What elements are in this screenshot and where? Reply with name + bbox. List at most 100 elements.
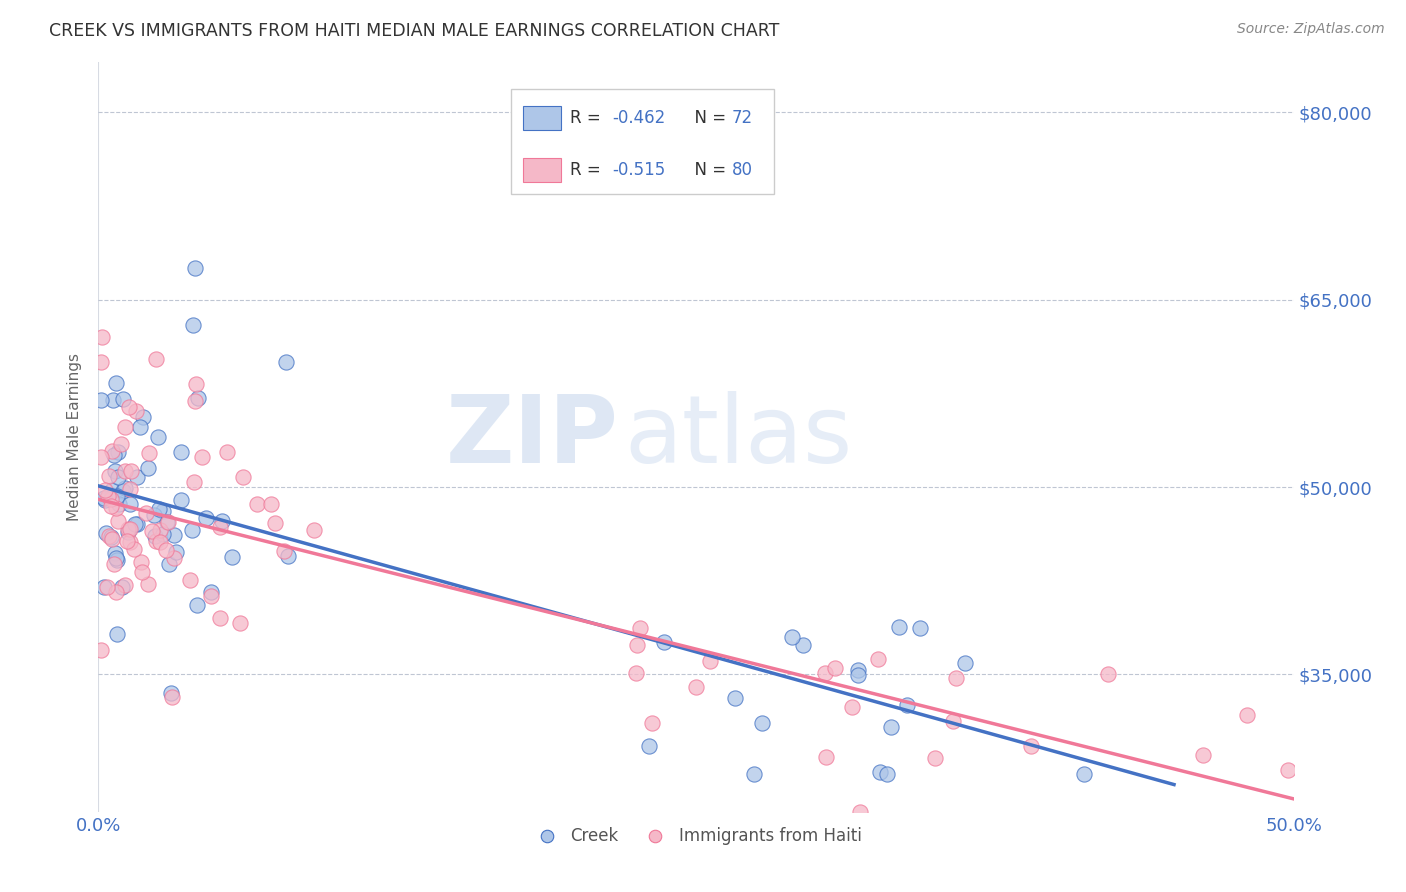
FancyBboxPatch shape [523,159,561,183]
Point [125,469,148,483]
Point [114,578,136,592]
Point [94,525,117,540]
Point [157,558,180,572]
Point [114,481,136,495]
Point [149,523,172,537]
Point [751,715,773,730]
Point [90,355,112,369]
Point [264,516,287,530]
Point [101,483,124,498]
Point [100,443,122,458]
Point [101,532,124,546]
Point [108,497,131,511]
Point [114,420,136,434]
Point [628,620,651,634]
Point [942,714,965,728]
Point [114,464,136,478]
Point [209,520,232,534]
Point [105,553,128,567]
Point [138,461,160,475]
Point [107,470,129,484]
Point [152,504,174,518]
Point [97,529,120,543]
Point [849,805,872,819]
Text: Source: ZipAtlas.com: Source: ZipAtlas.com [1237,22,1385,37]
Point [145,529,167,543]
Point [118,400,141,414]
Point [118,482,141,496]
Point [211,514,233,528]
Point [1097,666,1119,681]
Point [880,720,903,734]
Point [187,391,209,405]
Point [125,516,148,531]
Point [924,750,946,764]
Point [122,542,145,557]
Point [94,493,117,508]
Point [1277,763,1299,777]
Point [104,546,127,560]
Point [165,545,187,559]
Text: 80: 80 [733,161,752,179]
Point [1073,767,1095,781]
Point [120,465,142,479]
Point [94,483,117,497]
Point [780,631,803,645]
Point [131,565,153,579]
Text: ZIP: ZIP [446,391,619,483]
Point [105,489,128,503]
Point [637,739,659,753]
Point [868,651,890,665]
Point [183,475,205,490]
Point [232,470,254,484]
Point [148,501,170,516]
Point [200,589,222,603]
Point [93,491,115,505]
Point [107,445,129,459]
Point [110,436,132,450]
Point [200,584,222,599]
Point [846,663,869,677]
Point [124,517,146,532]
Point [100,491,122,506]
Point [141,524,163,538]
Point [824,661,846,675]
Point [111,392,134,406]
Point [156,516,179,530]
Point [221,549,243,564]
Point [814,666,837,681]
Point [302,523,325,537]
Point [814,749,837,764]
Point [101,392,124,407]
Point [105,500,128,515]
Point [97,489,120,503]
Point [183,261,205,276]
Point [626,665,648,680]
Point [120,523,142,537]
Point [146,430,169,444]
Point [245,497,267,511]
Point [260,498,283,512]
Point [132,409,155,424]
Point [273,543,295,558]
Point [125,404,148,418]
Y-axis label: Median Male Earnings: Median Male Earnings [67,353,83,521]
Point [699,654,721,668]
Point [626,638,648,652]
Point [104,551,127,566]
Point [117,533,139,548]
Text: -0.515: -0.515 [613,161,665,179]
Text: 72: 72 [733,109,754,127]
Point [104,464,127,478]
Point [93,580,115,594]
Point [136,576,159,591]
Point [869,764,891,779]
Text: -0.462: -0.462 [613,109,665,127]
Point [724,691,747,706]
Point [945,672,967,686]
Point [229,615,252,630]
Point [152,527,174,541]
Point [1192,748,1215,763]
Point [163,527,186,541]
Point [145,534,167,549]
